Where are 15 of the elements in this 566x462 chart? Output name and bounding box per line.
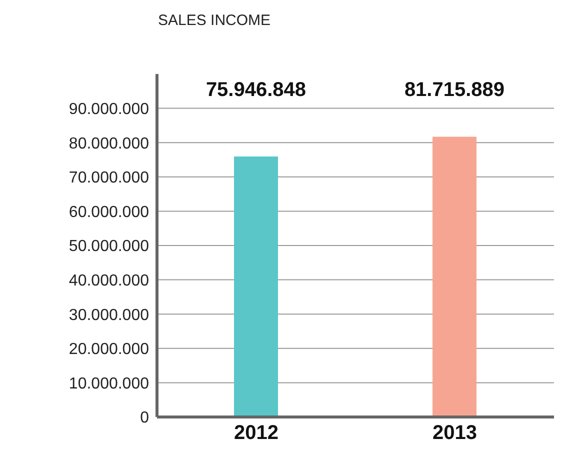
data-label: 75.946.848 bbox=[206, 79, 306, 101]
y-tick-label: 10.000.000 bbox=[68, 375, 150, 392]
x-tick-label: 2013 bbox=[432, 422, 477, 444]
y-tick-label: 30.000.000 bbox=[68, 306, 150, 324]
data-label: 81.715.889 bbox=[404, 79, 505, 101]
x-tick-label: 2012 bbox=[234, 422, 278, 444]
y-tick-label: 60.000.000 bbox=[68, 204, 150, 221]
y-tick-label: 90.000.000 bbox=[68, 100, 150, 118]
y-tick-label: 0 bbox=[140, 410, 150, 427]
y-tick-label: 20.000.000 bbox=[68, 341, 150, 358]
y-tick-label: 80.000.000 bbox=[68, 135, 150, 152]
chart-title: SALES INCOME bbox=[158, 12, 271, 29]
y-tick-label: 40.000.000 bbox=[68, 272, 150, 290]
y-tick-label: 70.000.000 bbox=[68, 170, 150, 187]
y-tick-label: 50.000.000 bbox=[68, 238, 150, 256]
